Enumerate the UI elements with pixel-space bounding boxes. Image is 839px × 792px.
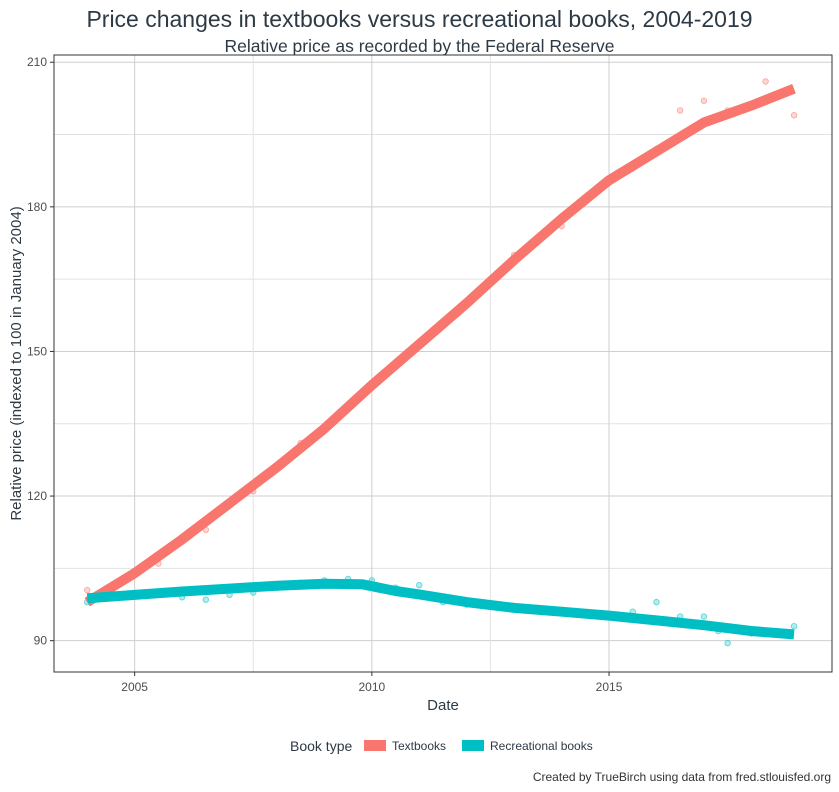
legend-swatch [462,740,484,751]
textbooks-data-point [700,97,708,104]
legend-title: Book type [290,738,352,754]
y-tick-label: 150 [27,344,47,358]
x-tick-label: 2010 [358,680,385,694]
x-tick-label: 2005 [121,680,148,694]
recreational-data-point [202,596,210,603]
y-tick-label: 180 [27,200,47,214]
legend-label: Textbooks [392,739,446,753]
y-tick-label: 90 [34,634,48,648]
chart-title: Price changes in textbooks versus recrea… [86,6,753,32]
grid-lines [54,55,832,672]
x-axis-label: Date [427,697,459,714]
textbooks-data-point [676,107,684,114]
textbooks-data-point [790,112,798,119]
y-tick-label: 210 [27,55,47,69]
legend-swatch [364,740,386,751]
trend-lines [84,84,796,640]
axis-ticks: 90 120 150 180 210 2005 2010 2015 [27,55,623,694]
recreational-data-point [653,598,660,606]
recreational-data-point [700,613,708,620]
legend: Book type Textbooks Recreational books [290,738,593,754]
recreational-data-point [416,582,423,589]
y-axis-label: Relative price (indexed to 100 in Januar… [8,206,25,520]
panel-border [53,54,833,673]
recreational-trend-line [86,578,795,640]
chart-subtitle: Relative price as recorded by the Federa… [224,36,615,56]
legend-label: Recreational books [490,739,593,753]
recreational-data-point [724,639,731,647]
recreational-data-point [790,623,798,630]
textbooks-data-point [762,78,769,85]
y-tick-label: 120 [27,489,47,503]
textbooks-data-point [84,586,91,594]
caption: Created by TrueBirch using data from fre… [532,770,831,784]
x-tick-label: 2015 [596,680,623,694]
scatter-points [84,78,798,647]
textbooks-trend-line [84,84,796,607]
